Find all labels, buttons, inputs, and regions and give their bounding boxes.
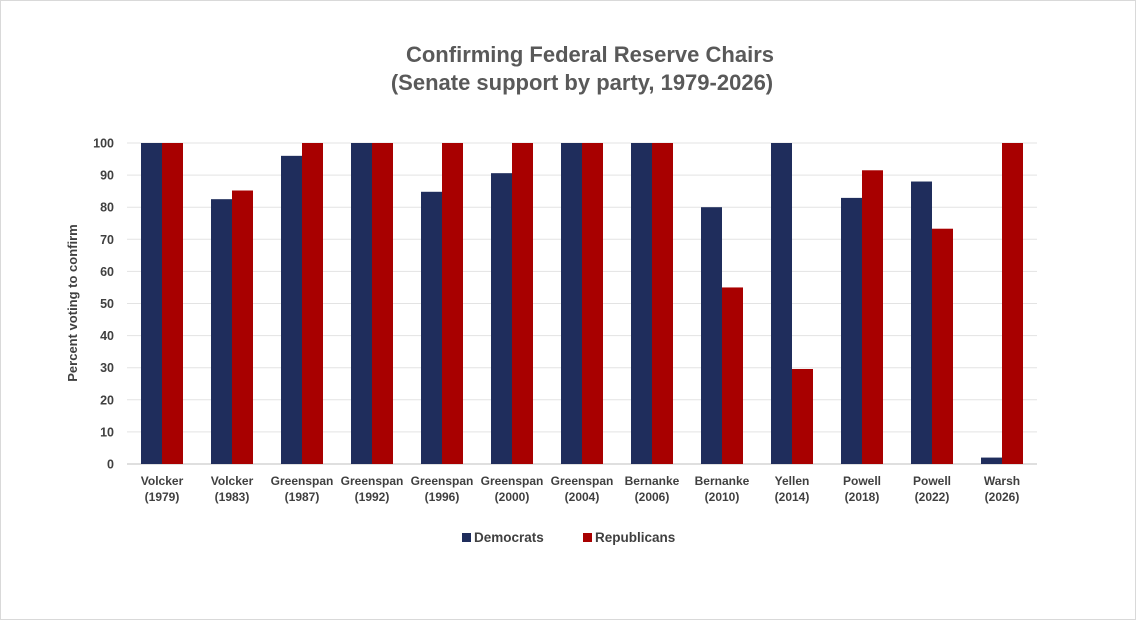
- x-category-label: Bernanke (2006): [625, 474, 680, 504]
- legend-swatch-republicans: [583, 533, 592, 542]
- bar-republicans-9: [792, 368, 813, 464]
- x-axis-categories: Volcker (1979) Volcker (1983) Greenspan (1987…: [141, 474, 1020, 504]
- bar-democrats-9: [771, 143, 792, 464]
- bar-republicans-2: [302, 143, 323, 464]
- bar-republicans-7: [652, 143, 673, 464]
- y-tick-label: 60: [100, 265, 114, 279]
- bar-democrats-8: [701, 207, 722, 464]
- bar-republicans-3: [372, 143, 393, 464]
- y-axis-title: Percent voting to confirm: [65, 224, 80, 381]
- x-category-label: Warsh (2026): [984, 474, 1020, 504]
- x-category-label: Bernanke (2010): [695, 474, 750, 504]
- legend-swatch-democrats: [462, 533, 471, 542]
- bar-democrats-3: [351, 143, 372, 464]
- x-category-label: Powell (2022): [913, 474, 951, 504]
- y-tick-label: 90: [100, 169, 114, 183]
- y-tick-label: 40: [100, 329, 114, 343]
- bar-republicans-1: [232, 190, 253, 464]
- y-axis-ticks: 0 10 20 30 40 50 60 70 80 90 100: [93, 137, 114, 472]
- chart-subtitle: (Senate support by party, 1979-2026): [391, 70, 773, 95]
- bar-democrats-6: [561, 143, 582, 464]
- bar-democrats-2: [281, 155, 302, 464]
- y-tick-label: 0: [107, 458, 114, 472]
- bar-democrats-0: [141, 143, 162, 464]
- x-category-label: Greenspan (1996): [411, 474, 474, 504]
- bar-democrats-4: [421, 191, 442, 465]
- y-tick-label: 80: [100, 201, 114, 215]
- y-tick-label: 20: [100, 393, 114, 407]
- bar-republicans-11: [932, 228, 953, 464]
- x-category-label: Volcker (1979): [141, 474, 184, 504]
- legend: Democrats Republicans: [462, 530, 675, 545]
- legend-label-democrats: Democrats: [474, 530, 544, 545]
- bar-republicans-4: [442, 143, 463, 464]
- bar-republicans-12: [1002, 143, 1023, 464]
- x-category-label: Greenspan (2000): [481, 474, 544, 504]
- bar-republicans-8: [722, 287, 743, 464]
- x-category-label: Greenspan (1987): [271, 474, 334, 504]
- x-category-label: Volcker (1983): [211, 474, 254, 504]
- y-tick-label: 10: [100, 425, 114, 439]
- bars: [141, 143, 1023, 465]
- y-tick-label: 30: [100, 361, 114, 375]
- bar-democrats-12: [981, 457, 1002, 464]
- x-category-label: Yellen (2014): [775, 474, 810, 504]
- x-category-label: Greenspan (2004): [551, 474, 614, 504]
- legend-label-republicans: Republicans: [595, 530, 675, 545]
- bar-republicans-5: [512, 143, 533, 464]
- bar-republicans-10: [862, 170, 883, 464]
- x-category-label: Greenspan (1992): [341, 474, 404, 504]
- bar-republicans-6: [582, 143, 603, 464]
- chart-title: Confirming Federal Reserve Chairs: [406, 42, 774, 67]
- bar-democrats-7: [631, 143, 652, 464]
- y-tick-label: 50: [100, 297, 114, 311]
- bar-democrats-1: [211, 199, 232, 465]
- y-tick-label: 100: [93, 137, 114, 151]
- bar-democrats-11: [911, 181, 932, 464]
- x-category-label: Powell (2018): [843, 474, 881, 504]
- bar-republicans-0: [162, 143, 183, 464]
- bar-democrats-10: [841, 197, 862, 465]
- y-tick-label: 70: [100, 233, 114, 247]
- bar-democrats-5: [491, 173, 512, 464]
